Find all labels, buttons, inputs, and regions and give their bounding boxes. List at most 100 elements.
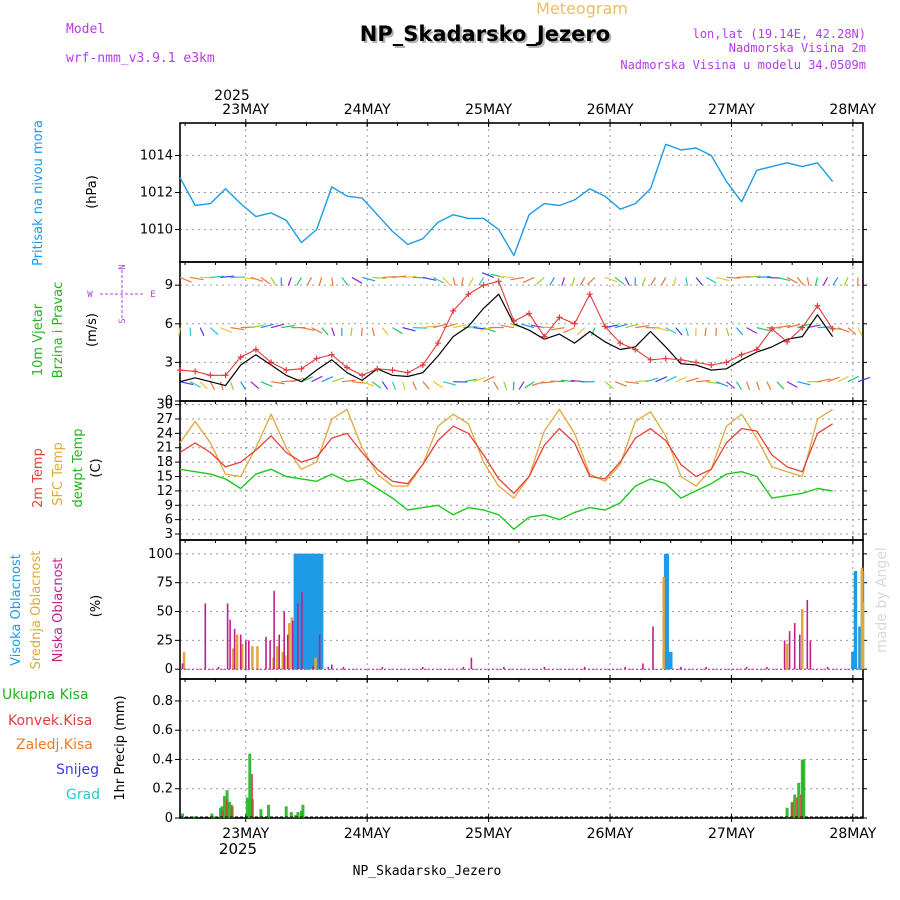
wind-arrow — [260, 381, 273, 388]
wind-arrow — [260, 276, 271, 285]
wind-arrow — [503, 381, 508, 391]
wind-arrow — [786, 323, 801, 329]
cloud-bar — [462, 666, 465, 670]
wind-arrow — [318, 277, 323, 286]
year-bottom: 2025 — [219, 840, 257, 858]
wind-arrow — [604, 381, 614, 389]
gust-marker — [814, 302, 821, 309]
precip-legend-total: Ukupna Kisa — [2, 687, 89, 703]
gust-marker — [799, 324, 806, 331]
wind-arrow — [480, 327, 494, 331]
wind-arrow — [250, 381, 260, 390]
gust-marker — [693, 359, 700, 366]
wind-arrow — [240, 276, 255, 280]
y-tick-label: 21 — [156, 441, 173, 456]
wind-arrow — [822, 277, 829, 286]
wind-arrow — [341, 379, 356, 383]
precip-bar — [289, 812, 293, 818]
wind-arrow — [432, 323, 447, 329]
wind-arrow — [432, 381, 444, 389]
wind-arrow — [402, 381, 406, 391]
wind-arrow — [746, 275, 761, 279]
wind-arrow — [695, 379, 710, 383]
cloud-bar — [284, 655, 287, 670]
t2m-line — [179, 423, 833, 494]
precip-legend-snow: Snijeg — [56, 762, 99, 778]
precip-unit: 1hr Precip (mm) — [113, 695, 128, 800]
wind-arrow — [452, 277, 456, 286]
gust-marker — [495, 278, 502, 285]
cloud-bar — [287, 634, 289, 670]
gust-marker — [207, 372, 214, 379]
wind-arrow — [650, 277, 657, 286]
wind-arrow — [655, 376, 668, 383]
wind-arrow — [796, 277, 804, 286]
cloud-bar — [273, 590, 275, 670]
cloud-bar — [319, 553, 324, 670]
wind-arrow — [655, 327, 669, 332]
wind-arrow — [726, 381, 736, 389]
wind-arrow — [827, 376, 840, 383]
wind-arrow — [199, 327, 205, 336]
gust-marker — [177, 367, 183, 374]
wind-arrow — [178, 327, 181, 337]
gust-marker — [374, 365, 381, 372]
cloud-unit: (%) — [89, 595, 104, 618]
wind-arrow — [321, 376, 334, 383]
bottom-day-label: 28MAY — [829, 826, 876, 842]
y-tick-label: 0.8 — [152, 694, 173, 709]
cloud-bar — [235, 634, 239, 670]
gust-marker — [829, 325, 836, 332]
y-tick-label: 3 — [165, 355, 173, 370]
precip-bar — [210, 813, 214, 818]
gust-marker — [632, 346, 639, 353]
wind-arrow — [209, 327, 219, 336]
gust-marker — [723, 359, 730, 366]
gust-marker — [556, 314, 563, 321]
wind-arrow — [641, 277, 647, 286]
wind-arrow — [705, 276, 717, 284]
cloud-bar — [317, 553, 322, 670]
wind-arrow — [230, 381, 234, 391]
cloud-bar — [853, 571, 858, 670]
wind-arrow — [776, 325, 791, 329]
y-tick-label: 9 — [165, 278, 173, 293]
top-day-label: 28MAY — [829, 102, 876, 118]
gust-marker — [708, 361, 715, 368]
wind-arrow — [635, 325, 650, 329]
wind-arrow — [230, 327, 245, 331]
wind-unit: (m/s) — [85, 313, 100, 347]
compass-e: E — [150, 290, 155, 300]
wind-arrow — [675, 327, 683, 336]
wind-arrow — [776, 276, 791, 282]
wind-arrow — [673, 277, 677, 286]
cloud-bar — [231, 648, 235, 670]
wind-arrow — [350, 327, 353, 337]
cloud-bar — [788, 631, 791, 670]
gust-marker — [647, 356, 654, 363]
station-title: NP_Skadarsko_Jezero — [360, 22, 610, 46]
temp-unit: (C) — [89, 458, 104, 477]
wind-arrow — [179, 381, 194, 386]
wind-arrow — [460, 277, 464, 286]
wind-arrow — [857, 327, 863, 336]
cloud-bar — [705, 666, 707, 670]
cloud-label-3: Niska Oblacnost — [51, 558, 66, 663]
cloud-bar — [470, 657, 473, 670]
gust-marker — [419, 361, 426, 368]
wind-arrow — [250, 276, 264, 283]
precip-bar — [181, 813, 184, 818]
y-tick-label: 12 — [156, 484, 173, 499]
bottom-day-label: 26MAY — [587, 826, 634, 842]
wind-arrow — [240, 381, 247, 390]
wind-arrow — [422, 381, 430, 390]
precip-bar — [267, 804, 270, 818]
wind-arrow — [560, 379, 575, 383]
cloud-bar — [624, 666, 626, 670]
gust-marker — [192, 368, 199, 375]
cloud-bar — [281, 651, 284, 670]
wind-arrow — [625, 381, 639, 385]
precip-legend-frz: Zaledj.Kisa — [16, 737, 93, 753]
temp-label-3: dewpt Temp — [71, 428, 86, 507]
cloud-bar — [861, 602, 865, 670]
